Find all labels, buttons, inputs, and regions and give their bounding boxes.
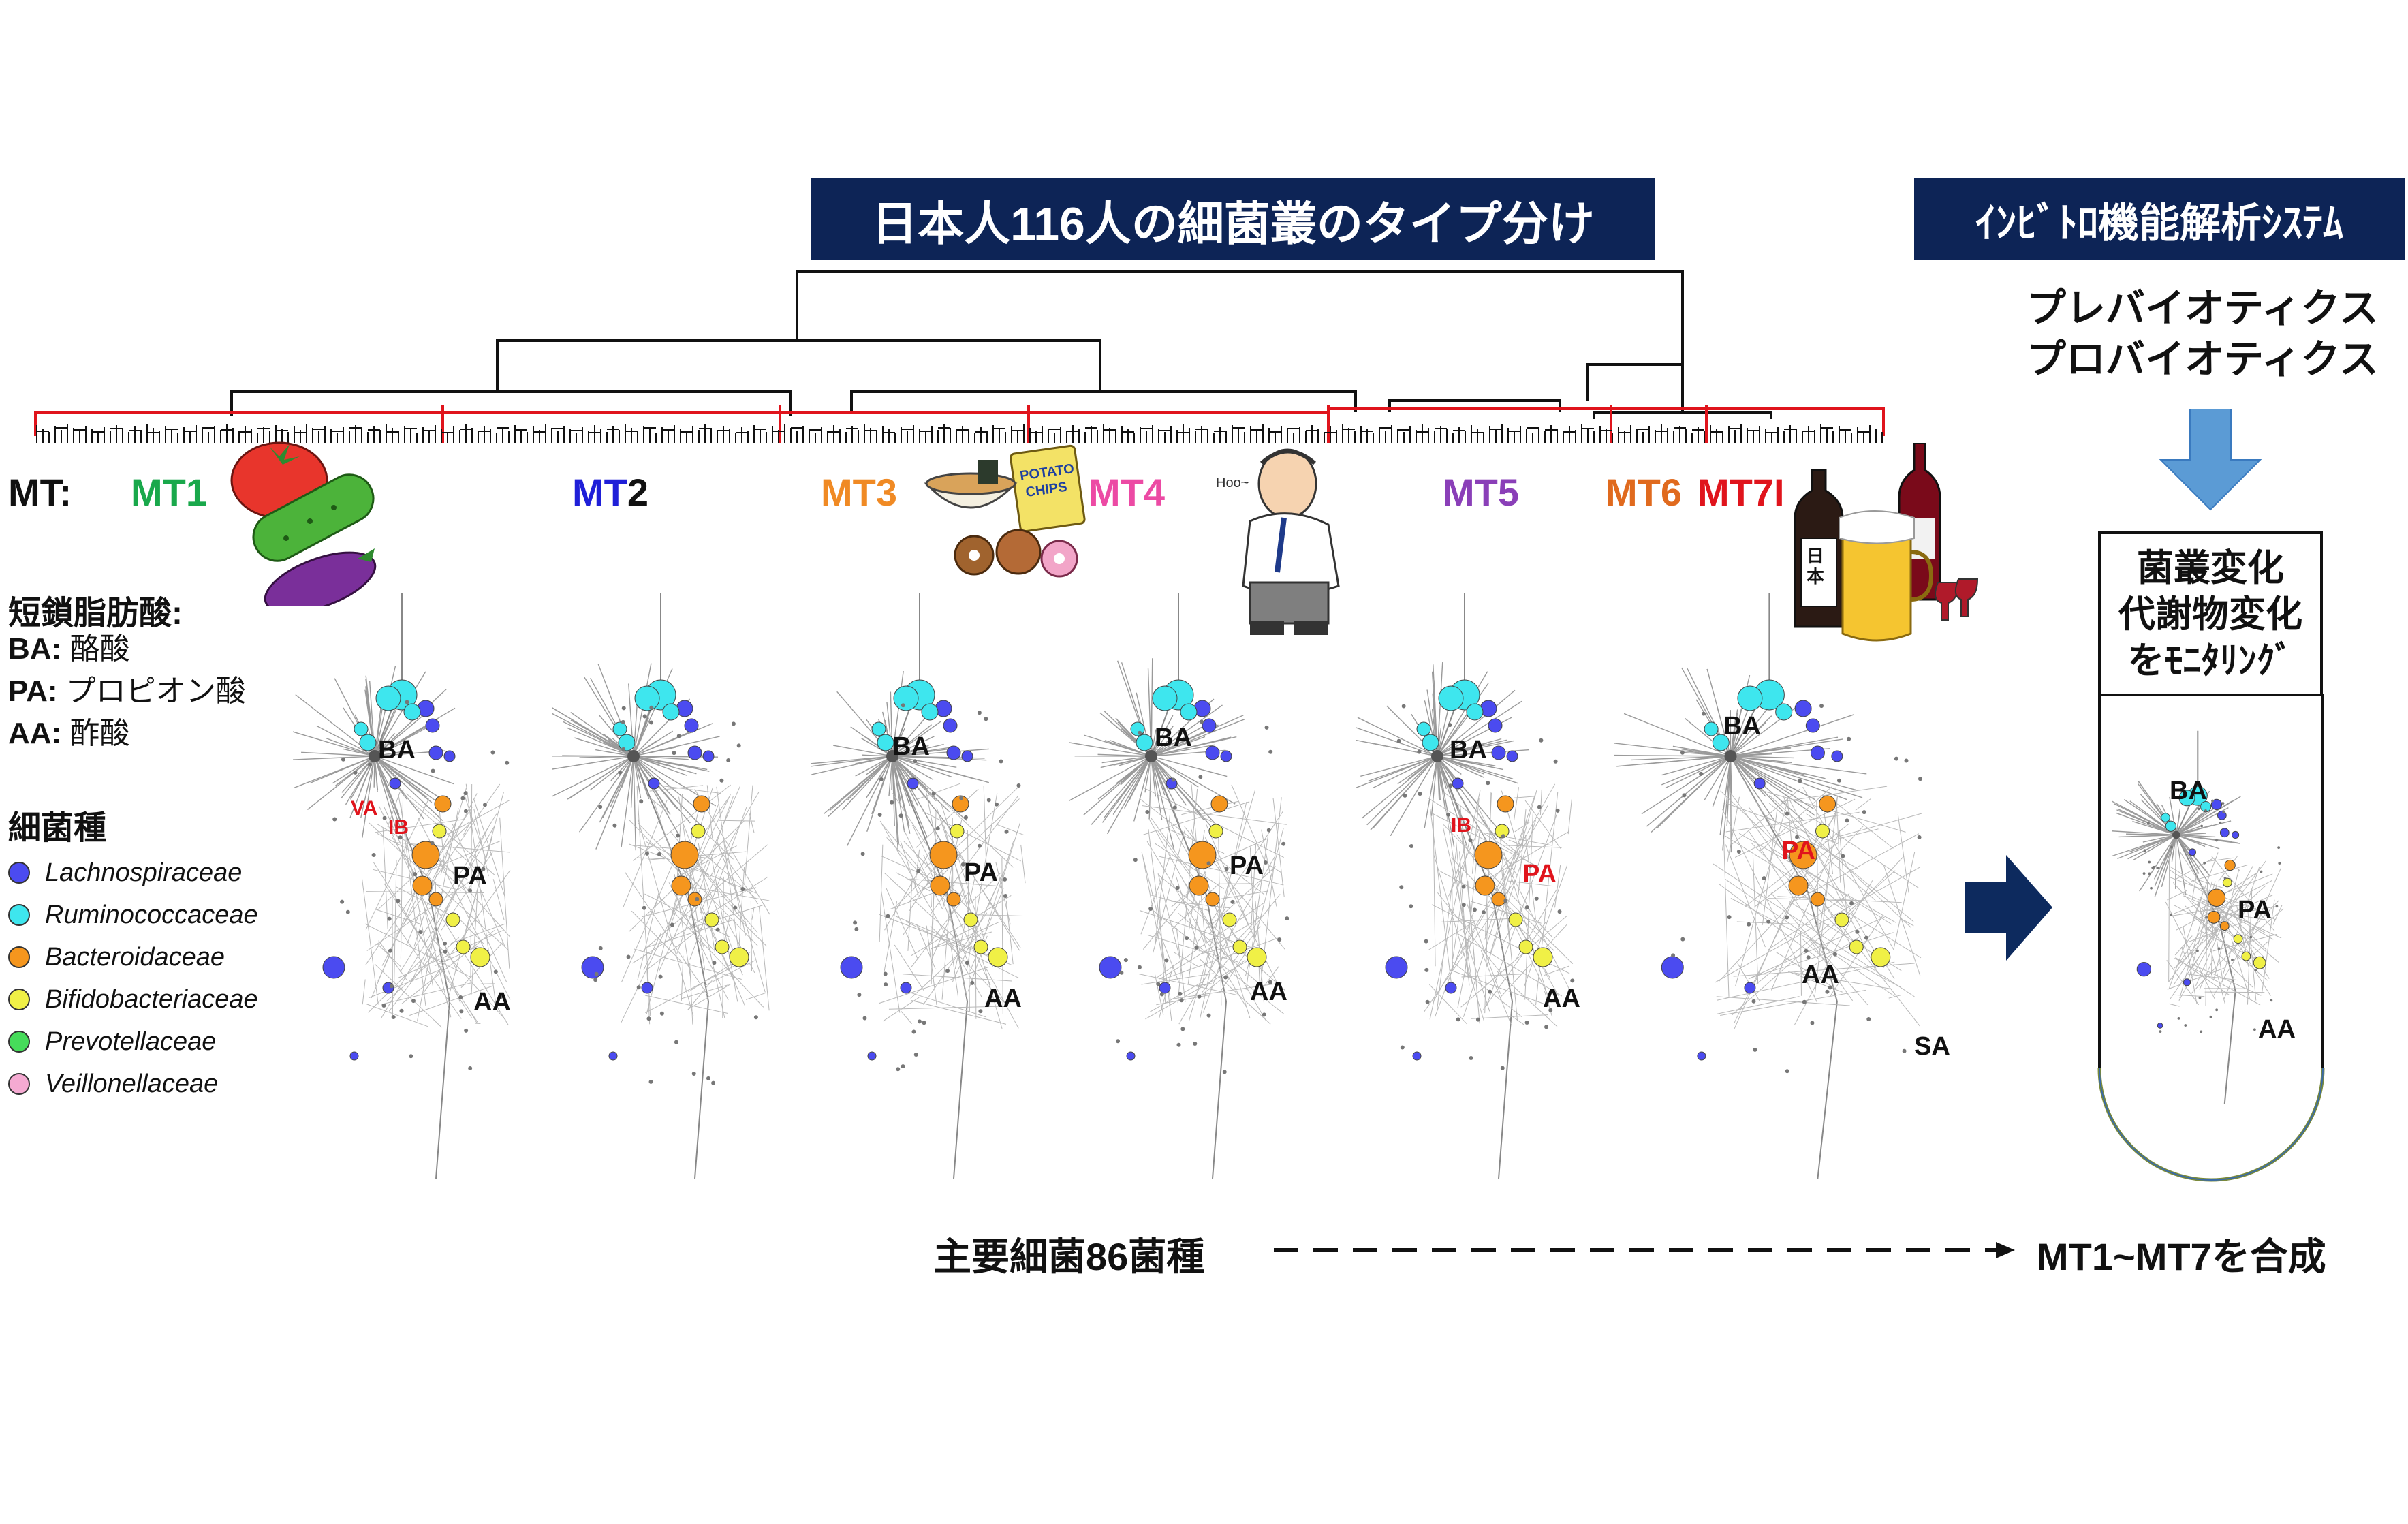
network-label-aa: AA bbox=[473, 988, 511, 1016]
test-tube bbox=[2097, 694, 2325, 1182]
network-label-sa: SA bbox=[1914, 1032, 1950, 1061]
network-label-pa: PA bbox=[2238, 896, 2272, 924]
system-line2: プロバイオティクス bbox=[2027, 337, 2379, 382]
network-mt2 bbox=[536, 579, 811, 1179]
network-label-pa: PA bbox=[453, 862, 487, 890]
legend-item: Prevotellaceae bbox=[8, 1021, 258, 1063]
legend-heading: 細菌種 bbox=[8, 810, 107, 846]
scfa-heading: 短鎖脂肪酸: bbox=[8, 595, 183, 632]
svg-text:Hoo~: Hoo~ bbox=[1216, 476, 1249, 491]
network-label-aa: AA bbox=[2258, 1015, 2296, 1044]
network-label-ba: BA bbox=[1155, 724, 1192, 752]
svg-text:本: 本 bbox=[1807, 567, 1824, 587]
main-title: 日本人116人の細菌叢のタイプ分け bbox=[871, 198, 1595, 250]
scfa-list: BA: 酪酸 PA: プロピオン酸 AA: 酢酸 bbox=[8, 628, 246, 755]
network-label-pa: PA bbox=[1230, 852, 1264, 880]
main-title-box: 日本人116人の細菌叢のタイプ分け bbox=[811, 178, 1655, 260]
scfa-item-pa: PA: プロピオン酸 bbox=[8, 674, 246, 708]
legend-item: Lachnospiraceae bbox=[8, 852, 258, 894]
tube-box: 菌叢変化 代謝物変化 をﾓﾆﾀﾘﾝｸﾞ bbox=[2098, 531, 2323, 695]
vegetables-icon bbox=[230, 441, 377, 606]
legend-item: Bifidobacteriaceae bbox=[8, 978, 258, 1021]
mt2-label: MT2 bbox=[572, 471, 649, 514]
system-title-box: ｲﾝﾋﾞﾄﾛ機能解析ｼｽﾃﾑ bbox=[1914, 178, 2405, 260]
network-label-va: VA bbox=[351, 797, 378, 820]
dashed-arrow bbox=[1274, 1242, 2015, 1258]
dendrogram bbox=[34, 270, 1885, 443]
alcohol-icon: 日 本 bbox=[1794, 443, 1979, 642]
scfa-item-ba: BA: 酪酸 bbox=[8, 632, 130, 666]
network-label-aa: AA bbox=[1543, 984, 1580, 1013]
network-label-pa: PA bbox=[964, 858, 998, 887]
network-label-aa: AA bbox=[1250, 978, 1287, 1006]
legend-list: Lachnospiraceae Ruminococcaceae Bacteroi… bbox=[8, 852, 258, 1105]
footer-right: MT1~MT7を合成 bbox=[2037, 1235, 2326, 1278]
network-label-ba: BA bbox=[1723, 712, 1761, 741]
mt3-label: MT3 bbox=[821, 471, 897, 514]
svg-text:日: 日 bbox=[1807, 546, 1824, 567]
network-mt1: BA VA IB PA AA bbox=[283, 579, 552, 1179]
network-label-pa: PA bbox=[1781, 837, 1815, 865]
mt6-label: MT6 bbox=[1606, 471, 1682, 514]
down-arrow-icon bbox=[2159, 409, 2262, 511]
network-mt5: BA IB PA AA bbox=[1341, 579, 1614, 1179]
network-label-ba: BA bbox=[378, 736, 416, 764]
legend-swatch bbox=[8, 1073, 30, 1095]
system-line1: プレバイオティクス bbox=[2027, 286, 2379, 330]
network-label-aa: AA bbox=[1802, 961, 1839, 989]
legend-swatch bbox=[8, 946, 30, 968]
network-tube: BA PA AA bbox=[2101, 722, 2316, 1104]
legend-item: Veillonellaceae bbox=[8, 1063, 258, 1105]
right-arrow-icon bbox=[1965, 855, 2052, 961]
mt5-label: MT5 bbox=[1443, 471, 1519, 514]
mt4-label: MT4 bbox=[1089, 471, 1165, 514]
network-label-pa: PA bbox=[1522, 860, 1557, 888]
legend-item: Bacteroidaceae bbox=[8, 936, 258, 978]
mt-prefix-label: MT: bbox=[8, 471, 72, 514]
tube-line1: 菌叢変化 bbox=[2137, 548, 2284, 589]
legend-item: Ruminococcaceae bbox=[8, 894, 258, 936]
legend-swatch bbox=[8, 904, 30, 926]
network-label-aa: AA bbox=[984, 984, 1022, 1013]
legend-swatch bbox=[8, 989, 30, 1010]
network-mt4: BA PA AA bbox=[1050, 579, 1328, 1179]
network-label-ib: IB bbox=[1451, 814, 1471, 837]
mt7-label: MT7I bbox=[1698, 471, 1785, 514]
legend-swatch bbox=[8, 1031, 30, 1053]
junk-food-icon: POTATO CHIPS bbox=[924, 444, 1086, 578]
system-title: ｲﾝﾋﾞﾄﾛ機能解析ｼｽﾃﾑ bbox=[1975, 200, 2343, 246]
mt1-label: MT1 bbox=[131, 471, 207, 514]
scfa-item-aa: AA: 酢酸 bbox=[8, 717, 130, 750]
footer-left: 主要細菌86菌種 bbox=[933, 1235, 1205, 1278]
network-label-ba: BA bbox=[2170, 777, 2207, 805]
network-mt67: BA PA AA SA bbox=[1587, 579, 1982, 1179]
legend-swatch bbox=[8, 862, 30, 884]
network-label-ba: BA bbox=[892, 732, 930, 761]
network-label-ba: BA bbox=[1450, 736, 1487, 764]
tube-line2: 代謝物変化 bbox=[2118, 594, 2302, 635]
network-mt3: BA PA AA bbox=[792, 579, 1069, 1179]
tube-line3: をﾓﾆﾀﾘﾝｸﾞ bbox=[2127, 640, 2294, 681]
man-icon: Hoo~ bbox=[1216, 448, 1340, 635]
network-label-ib: IB bbox=[388, 816, 409, 839]
